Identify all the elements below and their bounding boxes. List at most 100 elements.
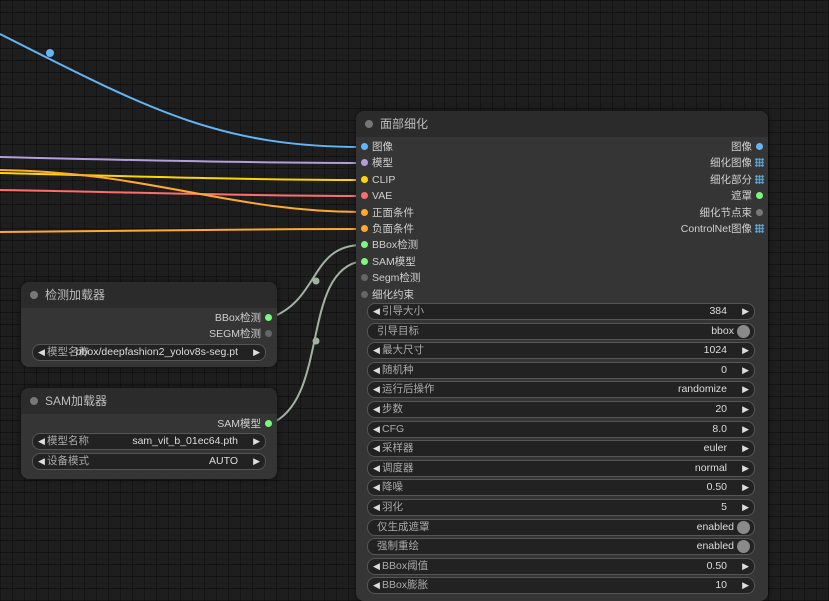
arrow-left-icon[interactable]: ◀ bbox=[373, 364, 380, 375]
dot-icon[interactable] bbox=[756, 192, 763, 200]
input-slot[interactable]: 图像 bbox=[360, 140, 393, 154]
detector-loader-node[interactable]: 检测加载器 BBox检测 SEGM检测 ◀ 模型名称 bbox/deepfash… bbox=[21, 282, 277, 367]
output-slot[interactable]: ControlNet图像 bbox=[681, 222, 764, 236]
dot-icon[interactable] bbox=[361, 290, 368, 298]
input-slot[interactable]: VAE bbox=[360, 189, 392, 203]
output-slot-bbox-detector[interactable]: BBox检测 bbox=[215, 311, 273, 325]
output-slot[interactable]: 图像 bbox=[731, 140, 764, 154]
detector-loader-title-bar[interactable]: 检测加载器 bbox=[21, 282, 277, 308]
input-slot[interactable]: 细化约束 bbox=[360, 288, 414, 302]
input-slot[interactable]: Segm检测 bbox=[360, 271, 420, 285]
dot-icon[interactable] bbox=[361, 143, 368, 150]
input-slot[interactable]: CLIP bbox=[360, 173, 395, 187]
arrow-right-icon[interactable]: ▶ bbox=[742, 443, 749, 454]
dot-icon[interactable] bbox=[361, 192, 368, 200]
arrow-left-icon[interactable]: ◀ bbox=[373, 404, 380, 414]
number-widget[interactable]: ◀ CFG 8.0 ▶ bbox=[367, 420, 755, 438]
dot-icon[interactable] bbox=[361, 225, 368, 232]
toggle-widget[interactable]: 引导目标 bbox bbox=[367, 322, 755, 340]
toggle-knob-icon[interactable] bbox=[737, 324, 750, 338]
arrow-left-icon[interactable]: ◀ bbox=[373, 443, 380, 454]
dot-icon[interactable] bbox=[265, 330, 272, 337]
arrow-left-icon[interactable]: ◀ bbox=[373, 384, 380, 395]
model-name-combo[interactable]: ◀ 模型名称 sam_vit_b_01ec64.pth ▶ bbox=[32, 433, 266, 450]
number-widget[interactable]: ◀ 步数 20 ▶ bbox=[367, 401, 755, 418]
output-slot[interactable]: 细化部分 bbox=[710, 173, 764, 187]
device-mode-combo[interactable]: ◀ 设备模式 AUTO ▶ bbox=[32, 453, 266, 470]
dot-icon[interactable] bbox=[756, 143, 763, 150]
arrow-left-icon[interactable]: ◀ bbox=[373, 502, 380, 512]
arrow-right-icon[interactable]: ▶ bbox=[253, 347, 260, 357]
dot-icon[interactable] bbox=[265, 420, 272, 427]
number-widget[interactable]: ◀ BBox阈值 0.50 ▶ bbox=[367, 557, 755, 575]
arrow-left-icon[interactable]: ◀ bbox=[38, 347, 45, 357]
dot-icon[interactable] bbox=[361, 257, 368, 265]
toggle-knob-icon[interactable] bbox=[737, 540, 750, 554]
model-name-combo[interactable]: ◀ 模型名称 bbox/deepfashion2_yolov8s-seg.pt … bbox=[32, 344, 266, 361]
arrow-right-icon[interactable]: ▶ bbox=[253, 436, 260, 446]
link-image-midpoint[interactable] bbox=[46, 49, 54, 57]
combo-widget[interactable]: ◀ 采样器 euler ▶ bbox=[367, 440, 755, 458]
input-slot[interactable]: 模型 bbox=[360, 156, 393, 170]
toggle-widget[interactable]: 强制重绘 enabled bbox=[367, 538, 755, 556]
input-slot[interactable]: SAM模型 bbox=[360, 255, 416, 269]
grid-icon[interactable] bbox=[755, 174, 764, 184]
input-slot[interactable]: 负面条件 bbox=[360, 222, 414, 236]
number-widget[interactable]: ◀ 最大尺寸 1024 ▶ bbox=[367, 342, 755, 360]
face-detailer-node[interactable]: 面部细化 图像模型 CLIP VAE 正面条件负面条件 BBox检测 SAM模型 Segm检… bbox=[356, 111, 768, 601]
dot-icon[interactable] bbox=[361, 208, 368, 216]
arrow-right-icon[interactable]: ▶ bbox=[742, 384, 749, 395]
combo-widget[interactable]: ◀ 运行后操作 randomize ▶ bbox=[367, 381, 755, 399]
arrow-left-icon[interactable]: ◀ bbox=[373, 580, 380, 591]
output-slot-segm-detector[interactable]: SEGM检测 bbox=[209, 327, 273, 341]
collapse-dot-icon[interactable] bbox=[30, 397, 38, 405]
dot-icon[interactable] bbox=[361, 159, 368, 167]
number-widget[interactable]: ◀ 随机种 0 ▶ bbox=[367, 361, 755, 379]
dot-icon[interactable] bbox=[265, 314, 272, 321]
arrow-left-icon[interactable]: ◀ bbox=[373, 306, 380, 316]
grid-icon[interactable] bbox=[755, 158, 764, 168]
input-slot[interactable]: BBox检测 bbox=[360, 238, 418, 252]
arrow-right-icon[interactable]: ▶ bbox=[742, 423, 749, 434]
toggle-widget[interactable]: 仅生成遮罩 enabled bbox=[367, 518, 755, 536]
arrow-left-icon[interactable]: ◀ bbox=[373, 482, 380, 493]
arrow-right-icon[interactable]: ▶ bbox=[742, 482, 749, 493]
dot-icon[interactable] bbox=[361, 274, 368, 282]
link-sam-midpoint[interactable] bbox=[312, 337, 320, 345]
number-widget[interactable]: ◀ 羽化 5 ▶ bbox=[367, 499, 755, 516]
arrow-left-icon[interactable]: ◀ bbox=[373, 560, 380, 571]
sam-loader-title-bar[interactable]: SAM加载器 bbox=[21, 388, 277, 414]
sam-loader-node[interactable]: SAM加载器 SAM模型 ◀ 模型名称 sam_vit_b_01ec64.pth… bbox=[21, 388, 277, 479]
arrow-left-icon[interactable]: ◀ bbox=[373, 423, 380, 434]
collapse-dot-icon[interactable] bbox=[365, 120, 373, 128]
link-bbox-midpoint[interactable] bbox=[312, 277, 320, 285]
arrow-left-icon[interactable]: ◀ bbox=[38, 456, 45, 466]
dot-icon[interactable] bbox=[756, 208, 763, 216]
arrow-right-icon[interactable]: ▶ bbox=[742, 462, 749, 473]
output-slot-sam-model[interactable]: SAM模型 bbox=[217, 417, 273, 431]
toggle-knob-icon[interactable] bbox=[737, 520, 750, 534]
arrow-right-icon[interactable]: ▶ bbox=[742, 404, 749, 414]
collapse-dot-icon[interactable] bbox=[30, 291, 38, 299]
arrow-right-icon[interactable]: ▶ bbox=[742, 502, 749, 512]
arrow-right-icon[interactable]: ▶ bbox=[742, 580, 749, 591]
output-slot[interactable]: 细化图像 bbox=[710, 156, 764, 170]
arrow-right-icon[interactable]: ▶ bbox=[742, 560, 749, 571]
face-detailer-title-bar[interactable]: 面部细化 bbox=[356, 111, 768, 137]
number-widget[interactable]: ◀ BBox膨胀 10 ▶ bbox=[367, 577, 755, 595]
arrow-left-icon[interactable]: ◀ bbox=[373, 345, 380, 356]
combo-widget[interactable]: ◀ 调度器 normal ▶ bbox=[367, 459, 755, 477]
arrow-right-icon[interactable]: ▶ bbox=[742, 345, 749, 356]
dot-icon[interactable] bbox=[361, 175, 368, 183]
arrow-left-icon[interactable]: ◀ bbox=[38, 436, 45, 446]
number-widget[interactable]: ◀ 引导大小 384 ▶ bbox=[367, 303, 755, 320]
input-slot[interactable]: 正面条件 bbox=[360, 206, 414, 220]
dot-icon[interactable] bbox=[361, 241, 368, 249]
arrow-left-icon[interactable]: ◀ bbox=[373, 462, 380, 473]
output-slot[interactable]: 细化节点束 bbox=[700, 206, 765, 220]
grid-icon[interactable] bbox=[755, 224, 764, 233]
output-slot[interactable]: 遮罩 bbox=[731, 189, 764, 203]
arrow-right-icon[interactable]: ▶ bbox=[253, 456, 260, 466]
arrow-right-icon[interactable]: ▶ bbox=[742, 364, 749, 375]
number-widget[interactable]: ◀ 降噪 0.50 ▶ bbox=[367, 479, 755, 497]
